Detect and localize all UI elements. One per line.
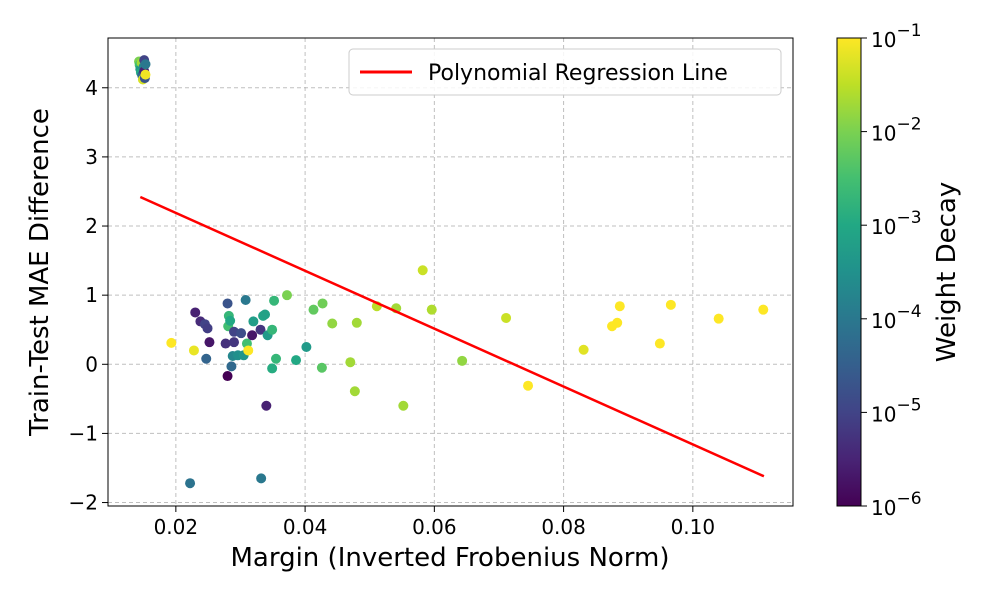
scatter-point [188,345,199,356]
x-tick-label: 0.08 [541,515,586,539]
y-tick-label: 1 [85,283,98,307]
scatter-point [271,353,282,364]
scatter-point [222,298,233,309]
scatter-point [267,363,278,374]
scatter-point [185,478,196,489]
colorbar-ticks: 10−6 10−5 10−4 10−3 10−2 10−1 [861,21,922,520]
scatter-point [269,295,280,306]
scatter-point [261,400,272,411]
scatter-point [426,304,437,315]
scatter-point [225,315,236,326]
scatter-point [202,323,213,334]
scatter-point [614,301,625,312]
scatter-point [236,328,247,339]
scatter-point [301,342,312,353]
scatter-point [523,380,534,391]
scatter-point [267,324,278,335]
scatter-point [612,317,623,328]
scatter-point [220,338,231,349]
x-tick-label: 0.06 [412,515,457,539]
y-tick-label: −2 [69,491,98,515]
y-axis-label: Train-Test MAE Difference [25,108,55,437]
scatter-point [243,345,254,356]
scatter-point [247,330,258,341]
scatter-point [201,353,212,364]
scatter-point [351,317,362,328]
scatter-point [578,344,589,355]
scatter-point [316,362,327,373]
colorbar-gradient [836,37,862,507]
colorbar-tick-label: 10−5 [871,395,922,426]
scatter-point [260,309,271,320]
x-axis-label: Margin (Inverted Frobenius Norm) [230,543,669,573]
scatter-point [140,69,151,80]
scatter-point [457,355,468,366]
scatter-point [417,265,428,276]
scatter-point [345,357,356,368]
y-tick-label: 2 [85,214,98,238]
scatter-point [240,294,251,305]
scatter-point [398,400,409,411]
scatter-point [229,337,240,348]
colorbar-tick-label: 10−6 [871,489,922,520]
colorbar-tick-label: 10−3 [871,208,922,239]
scatter-point [222,371,233,382]
regression-line [139,195,765,478]
y-tick-label: −1 [69,421,98,445]
y-tick-label: 3 [85,145,98,169]
colorbar-tick-label: 10−2 [871,115,922,146]
legend: Polynomial Regression Line [348,48,782,96]
scatter-point [282,290,293,301]
scatter-point [665,299,676,310]
scatter-point [758,304,769,315]
scatter-point [654,338,665,349]
scatter-point [204,337,215,348]
scatter-point [291,355,302,366]
colorbar-label: Weight Decay [932,182,962,362]
x-tick-label: 0.02 [154,515,199,539]
colorbar-tick-label: 10−4 [871,302,922,333]
x-tick-label: 0.10 [671,515,716,539]
scatter-point [226,361,237,372]
y-tick-label: 4 [85,76,98,100]
colorbar-tick-label: 10−1 [871,21,922,52]
regression-line-path [139,195,765,478]
scatter-point [308,304,319,315]
scatter-point [501,312,512,323]
scatter-point [713,313,724,324]
scatter-point [248,316,259,327]
scatter-point [140,59,151,70]
scatter-point [349,386,360,397]
scatter-point [166,337,177,348]
scatter-points [134,55,769,489]
scatter-point [255,324,266,335]
colorbar: 10−6 10−5 10−4 10−3 10−2 10−1 Weight Decay [836,21,962,520]
scatter-point [256,473,267,484]
x-axis: 0.02 0.04 0.06 0.08 0.10 [154,506,716,539]
scatter-point [190,307,201,318]
scatter-point [317,298,328,309]
legend-box [348,48,782,96]
grid-lines [108,38,793,506]
x-tick-label: 0.04 [283,515,328,539]
legend-label: Polynomial Regression Line [428,61,728,86]
scatter-point [327,318,338,329]
plot-frame [107,37,794,507]
y-tick-label: 0 [85,352,98,376]
y-axis: −2 −1 0 1 2 3 4 [69,76,108,515]
